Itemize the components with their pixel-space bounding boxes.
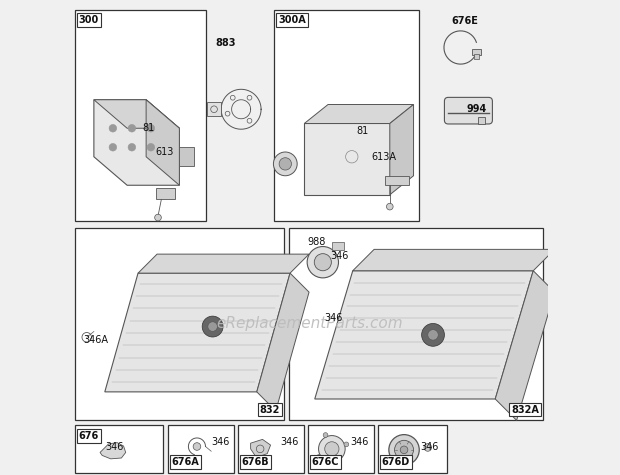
Circle shape xyxy=(147,124,154,132)
Bar xyxy=(75,228,284,420)
Polygon shape xyxy=(207,102,221,116)
Circle shape xyxy=(109,143,117,151)
Circle shape xyxy=(193,443,201,450)
Circle shape xyxy=(273,152,297,176)
Polygon shape xyxy=(315,271,533,399)
Polygon shape xyxy=(94,100,179,185)
Polygon shape xyxy=(138,254,309,273)
Circle shape xyxy=(314,254,331,271)
Circle shape xyxy=(428,330,438,340)
Circle shape xyxy=(317,455,321,459)
Text: 300: 300 xyxy=(79,15,99,25)
FancyBboxPatch shape xyxy=(445,97,492,124)
Text: 883: 883 xyxy=(215,38,236,48)
Circle shape xyxy=(307,247,339,278)
Text: 994: 994 xyxy=(467,104,487,114)
Bar xyxy=(332,242,344,250)
Text: 676E: 676E xyxy=(451,16,478,26)
Circle shape xyxy=(109,124,117,132)
Text: 613A: 613A xyxy=(372,152,397,162)
Circle shape xyxy=(344,442,348,447)
Text: 832: 832 xyxy=(260,405,280,415)
Circle shape xyxy=(394,440,414,459)
Bar xyxy=(308,425,374,473)
Bar xyxy=(238,425,304,473)
Text: 81: 81 xyxy=(356,125,369,136)
Circle shape xyxy=(386,203,393,210)
Circle shape xyxy=(401,446,408,454)
Bar xyxy=(75,425,162,473)
Polygon shape xyxy=(304,104,414,124)
Text: 346: 346 xyxy=(106,441,124,452)
Bar xyxy=(378,425,447,473)
Bar xyxy=(477,117,485,124)
Polygon shape xyxy=(94,100,179,128)
Bar xyxy=(472,49,481,55)
Circle shape xyxy=(424,444,432,451)
Bar xyxy=(275,10,419,221)
Bar xyxy=(304,124,390,195)
Text: eReplacementParts.com: eReplacementParts.com xyxy=(216,316,404,332)
Circle shape xyxy=(202,316,223,337)
Text: 346: 346 xyxy=(324,313,343,323)
Bar xyxy=(385,176,409,185)
Bar xyxy=(289,228,542,420)
Polygon shape xyxy=(353,249,555,271)
Circle shape xyxy=(325,442,339,456)
Circle shape xyxy=(128,143,136,151)
Bar xyxy=(167,425,234,473)
Text: 676C: 676C xyxy=(311,457,339,467)
Text: 346: 346 xyxy=(280,437,299,447)
Circle shape xyxy=(147,143,154,151)
Polygon shape xyxy=(390,104,414,195)
Circle shape xyxy=(389,435,419,465)
Text: 346: 346 xyxy=(330,250,348,261)
Text: 300A: 300A xyxy=(278,15,306,25)
Text: 346A: 346A xyxy=(83,334,108,345)
Circle shape xyxy=(319,436,345,462)
Polygon shape xyxy=(250,439,270,457)
Polygon shape xyxy=(100,443,126,459)
Bar xyxy=(474,54,479,59)
Circle shape xyxy=(208,322,218,332)
Text: 676B: 676B xyxy=(242,457,269,467)
Text: 832A: 832A xyxy=(511,405,539,415)
Text: 676: 676 xyxy=(79,431,99,441)
Bar xyxy=(75,10,205,221)
Polygon shape xyxy=(257,273,309,411)
Text: 81: 81 xyxy=(143,123,155,133)
Text: 346: 346 xyxy=(350,437,369,447)
Text: 613: 613 xyxy=(156,147,174,157)
Polygon shape xyxy=(146,100,179,185)
Polygon shape xyxy=(105,273,290,392)
Text: 676A: 676A xyxy=(171,457,199,467)
Polygon shape xyxy=(495,271,555,420)
Circle shape xyxy=(128,124,136,132)
Polygon shape xyxy=(179,147,193,166)
Circle shape xyxy=(422,323,445,346)
Text: 676D: 676D xyxy=(382,457,410,467)
Circle shape xyxy=(154,214,161,221)
Circle shape xyxy=(279,158,291,170)
Text: 346: 346 xyxy=(211,437,229,447)
Text: 988: 988 xyxy=(307,237,326,247)
Circle shape xyxy=(323,433,328,437)
Text: 346: 346 xyxy=(421,441,439,452)
Bar xyxy=(156,188,175,199)
